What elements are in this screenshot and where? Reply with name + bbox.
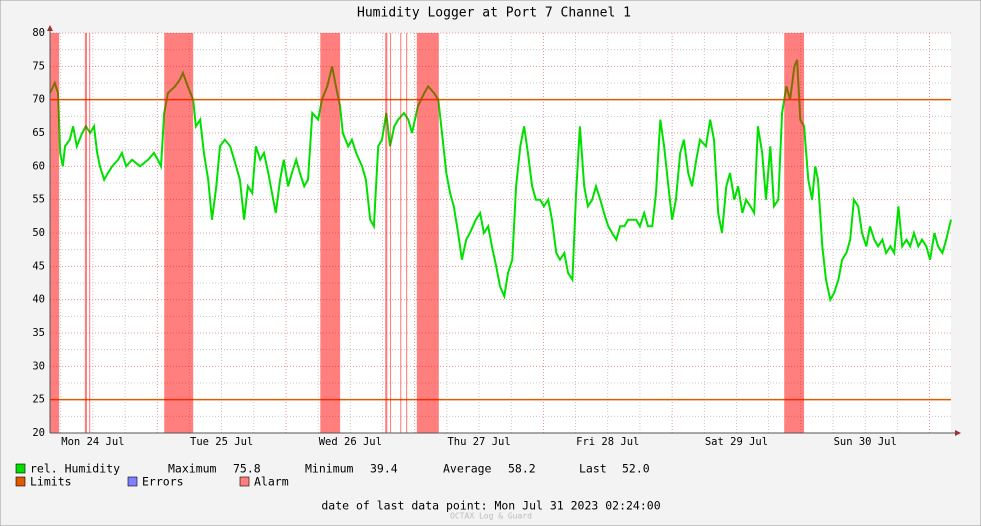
legend-swatch [15,463,26,474]
x-tick-label: Sun 30 Jul [834,436,897,448]
alarm-span [784,33,805,433]
legend-label: Alarm [254,475,289,489]
y-tick-label: 30 [32,360,45,372]
humidity-line [49,59,952,303]
y-tick-label: 50 [32,227,45,239]
alarm-span [385,33,388,433]
y-tick-label: 80 [32,27,45,39]
x-tick-label: Tue 25 Jul [190,436,253,448]
stat-value: 52.0 [622,462,650,476]
stat-value: 39.4 [370,462,398,476]
y-tick-label: 70 [32,94,45,106]
alarm-span [84,33,88,433]
y-tick-label: 35 [32,327,45,339]
y-tick-label: 40 [32,294,45,306]
stat-value: 58.2 [508,462,536,476]
x-tick-label: Wed 26 Jul [319,436,382,448]
x-tick-label: Mon 24 Jul [61,436,124,448]
chart-title: Humidity Logger at Port 7 Channel 1 [357,6,631,21]
alarm-span [320,33,341,433]
legend-swatch [15,476,26,487]
footer: date of last data point: Mon Jul 31 2023… [321,499,660,513]
stat-name: Minimum [305,462,354,476]
axis-arrow [955,430,961,436]
y-tick-label: 55 [32,194,45,206]
y-tick-label: 45 [32,260,45,272]
x-tick-label: Sat 29 Jul [705,436,768,448]
stat-name: Last [579,462,607,476]
alarm-span [406,33,408,433]
y-tick-label: 20 [32,427,45,439]
alarm-span [164,33,194,433]
legend-swatch [127,476,138,487]
legend-label: Errors [142,475,184,489]
legend-swatch [239,476,250,487]
alarm-span [89,33,91,433]
y-tick-label: 75 [32,60,45,72]
axes [49,29,957,434]
x-tick-label: Thu 27 Jul [447,436,510,448]
y-tick-label: 65 [32,127,45,139]
watermark: OCTAX Log & Guard [450,512,532,521]
x-tick-label: Fri 28 Jul [576,436,639,448]
stat-name: Maximum [168,462,217,476]
axis-arrow [47,25,53,31]
alarm-span [400,33,402,433]
y-tick-label: 60 [32,160,45,172]
alarm-span [50,33,60,433]
stat-name: Average [443,462,492,476]
stat-value: 75.8 [233,462,261,476]
legend-label: Limits [30,475,72,489]
y-tick-label: 25 [32,394,45,406]
legend-label: rel. Humidity [30,462,120,476]
alarm-span [390,33,392,433]
alarm-span [416,33,439,433]
